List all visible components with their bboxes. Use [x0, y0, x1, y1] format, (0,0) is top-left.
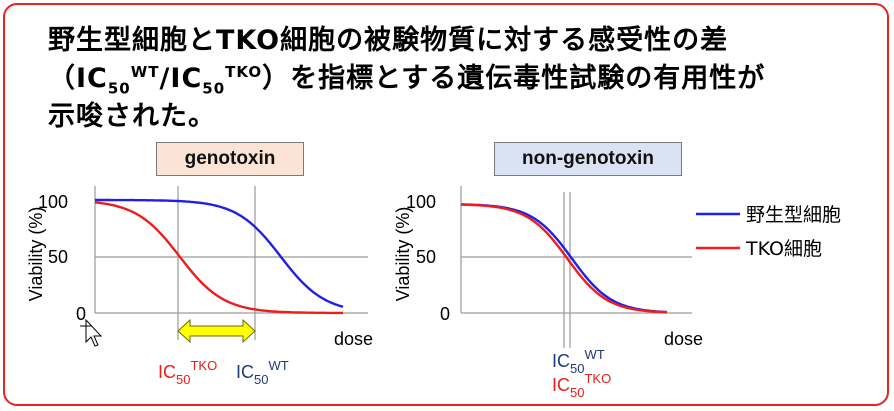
right-ytick-100: 100	[406, 192, 436, 212]
left-ytick-50: 50	[48, 247, 68, 267]
left-ic50-tko-label: IC50TKO	[158, 358, 217, 387]
right-ytick-50: 50	[416, 247, 436, 267]
headline-sup-wt: WT	[130, 63, 160, 81]
left-x-label: dose	[334, 329, 373, 349]
headline-ic-open: （IC	[48, 63, 108, 94]
slide-frame	[3, 3, 889, 406]
headline-line-2-rest: ）を指標とする遺伝毒性試験の有用性が	[262, 63, 766, 94]
left-ytick-100: 100	[38, 192, 68, 212]
headline-line-3: 示唆された。	[48, 101, 216, 132]
difference-arrow	[177, 318, 256, 344]
headline-line-1: 野生型細胞とTKO細胞の被験物質に対する感受性の差	[48, 25, 729, 56]
right-ic-wt-ic: IC	[552, 351, 570, 371]
legend: 野生型細胞 TKO細胞	[696, 204, 841, 260]
left-ic-tko-sup: TKO	[190, 358, 217, 373]
right-ic-wt-sup: WT	[584, 347, 604, 362]
headline-sub-50-a: 50	[107, 79, 131, 98]
legend-tko-label: TKO細胞	[745, 238, 822, 260]
headline-ic-slash: /IC	[159, 63, 203, 94]
headline-line-2: （IC50WT/IC50TKO）を指標とする遺伝毒性試験の有用性が	[48, 60, 868, 98]
non-genotoxin-chart: 100 50 0 Viability (%) dose IC50WT IC50T…	[393, 186, 703, 400]
headline-sup-tko: TKO	[225, 63, 263, 81]
non-genotoxin-label: non-genotoxin	[494, 142, 682, 176]
move-cursor-icon	[80, 318, 103, 347]
left-ic-wt-sup: WT	[268, 358, 288, 373]
left-y-label: Viability (%)	[26, 207, 46, 302]
right-ic-wt-sub: 50	[570, 361, 584, 376]
left-ytick-0: 0	[76, 304, 86, 324]
legend-wt-label: 野生型細胞	[746, 204, 841, 226]
left-wt-curve	[95, 198, 344, 308]
left-ic-wt-ic: IC	[236, 362, 254, 382]
left-ic-wt-sub: 50	[254, 372, 268, 387]
headline: 野生型細胞とTKO細胞の被験物質に対する感受性の差 （IC50WT/IC50TK…	[48, 22, 868, 136]
right-x-label: dose	[664, 329, 703, 349]
left-tko-curve	[94, 201, 343, 315]
right-ic50-wt-label: IC50WT	[552, 347, 605, 376]
right-ytick-0: 0	[440, 304, 450, 324]
right-ic-tko-ic: IC	[552, 375, 570, 395]
right-ic-tko-sub: 50	[570, 385, 584, 400]
left-ic50-wt-label: IC50WT	[236, 358, 289, 387]
genotoxin-label: genotoxin	[156, 142, 304, 176]
left-ic-tko-sub: 50	[176, 372, 190, 387]
right-y-label: Viability (%)	[393, 207, 413, 302]
headline-sub-50-b: 50	[202, 79, 226, 98]
right-ic-tko-sup: TKO	[584, 371, 611, 386]
left-ic-tko-ic: IC	[158, 362, 176, 382]
right-ic50-tko-label: IC50TKO	[552, 371, 611, 400]
genotoxin-chart: 100 50 0 Viability (%) dose IC50TKO IC50…	[26, 186, 373, 387]
right-tko-curve	[460, 203, 668, 314]
